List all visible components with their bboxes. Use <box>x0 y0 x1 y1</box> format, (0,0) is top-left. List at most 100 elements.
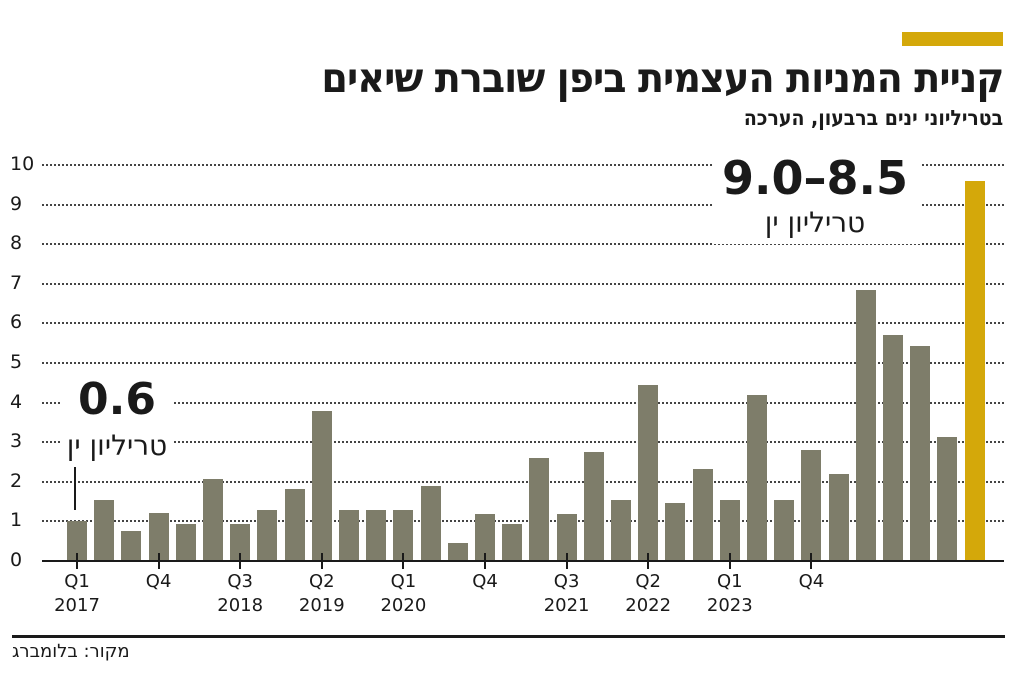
y-tick-label: 1 <box>10 509 23 532</box>
x-tick-label: Q3 2018 <box>200 570 280 618</box>
gridline <box>42 322 1004 325</box>
gridline <box>42 243 1004 246</box>
gridline <box>42 480 1004 483</box>
x-tick-label: Q4 <box>771 570 851 594</box>
bar <box>339 509 359 561</box>
bar <box>855 289 876 561</box>
accent-bar <box>902 32 1003 46</box>
x-tick <box>565 553 568 569</box>
bar <box>230 523 251 561</box>
bar <box>937 437 958 561</box>
bar <box>257 509 278 561</box>
bar <box>94 499 115 561</box>
x-tick-quarter: Q2 <box>635 571 661 592</box>
x-tick-year: 2021 <box>543 595 590 616</box>
y-tick-label: 7 <box>10 271 23 294</box>
bar <box>502 523 523 561</box>
bar <box>67 521 87 561</box>
bar <box>475 514 495 561</box>
gridline <box>42 282 1004 285</box>
x-tick-quarter: Q4 <box>145 571 172 592</box>
x-tick-quarter: Q1 <box>716 571 743 592</box>
bar <box>774 500 795 561</box>
bar <box>692 469 713 561</box>
x-tick <box>484 553 486 569</box>
bar <box>148 513 169 561</box>
y-tick-label: 6 <box>10 311 23 334</box>
x-tick-label: Q1 2017 <box>37 570 117 618</box>
y-tick-label: 2 <box>10 469 23 492</box>
x-tick <box>647 553 650 569</box>
x-tick-label: Q1 2023 <box>690 570 770 618</box>
x-tick <box>320 553 323 569</box>
x-tick-quarter: Q1 <box>390 571 417 592</box>
bar <box>203 479 223 561</box>
annotation-pointer-line <box>74 467 76 510</box>
bar <box>583 452 604 561</box>
x-axis-baseline <box>42 560 1004 562</box>
x-tick-year: 2017 <box>54 595 100 616</box>
bar <box>665 502 686 561</box>
x-tick-label: Q1 2020 <box>363 570 443 618</box>
annotation-end-unit: טריליון ין <box>764 206 866 239</box>
gridline <box>42 203 1004 206</box>
x-tick-label: Q4 <box>445 570 525 594</box>
bar-estimate <box>964 180 985 561</box>
bar <box>420 485 441 561</box>
bar <box>638 384 659 561</box>
bar <box>910 345 931 561</box>
x-tick <box>728 553 731 569</box>
bar <box>747 394 767 561</box>
x-tick-label: Q3 2021 <box>527 570 607 618</box>
x-tick-quarter: Q2 <box>308 571 335 592</box>
x-tick <box>239 553 242 569</box>
x-tick-quarter: Q1 <box>64 571 90 592</box>
bar <box>529 458 550 561</box>
bar <box>284 488 305 561</box>
x-tick-year: 2020 <box>380 595 427 616</box>
y-tick-label: 5 <box>10 351 23 373</box>
x-tick-year: 2023 <box>706 595 753 616</box>
bar <box>366 509 387 561</box>
bar <box>393 509 414 561</box>
gridline <box>42 441 1004 444</box>
gridline <box>42 401 1004 404</box>
x-tick-quarter: Q3 <box>227 571 253 592</box>
y-tick-label: 0 <box>10 549 23 571</box>
bar <box>611 500 631 561</box>
x-tick <box>402 553 405 569</box>
chart-title: קניית המניות העצמית ביפן שוברת שיאים <box>320 54 1004 102</box>
annotation-mask-end <box>712 152 922 244</box>
y-tick-label: 9 <box>10 192 23 215</box>
source-note: מקור: בלומברג <box>12 641 130 662</box>
y-tick-label: 3 <box>10 430 23 453</box>
x-tick-label: Q4 <box>119 570 199 594</box>
annotation-start-unit: טריליון ין <box>66 429 168 462</box>
bar <box>121 530 142 561</box>
y-tick-label: 4 <box>10 390 23 413</box>
x-tick-label: Q2 2019 <box>282 570 362 618</box>
x-tick-year: 2018 <box>217 595 264 616</box>
gridline <box>42 362 1004 364</box>
bar <box>883 335 903 561</box>
bar <box>719 500 740 561</box>
y-tick-label: 10 <box>10 153 35 175</box>
annotation-mask-start <box>60 376 172 466</box>
x-tick <box>157 553 160 569</box>
annotation-end-value: 9.0–8.5 <box>722 151 908 205</box>
bar <box>828 473 849 561</box>
x-tick-year: 2019 <box>298 595 345 616</box>
gridline <box>42 520 1004 523</box>
bar <box>175 523 196 561</box>
x-tick-label: Q2 2022 <box>608 570 688 618</box>
bar <box>311 410 332 561</box>
gridline <box>42 164 1004 166</box>
x-tick-year: 2022 <box>625 595 672 616</box>
x-tick <box>810 553 813 569</box>
bar <box>447 542 468 561</box>
bar <box>556 514 577 561</box>
x-tick-quarter: Q3 <box>553 571 580 592</box>
x-tick <box>76 553 78 569</box>
y-tick-label: 8 <box>10 232 23 255</box>
